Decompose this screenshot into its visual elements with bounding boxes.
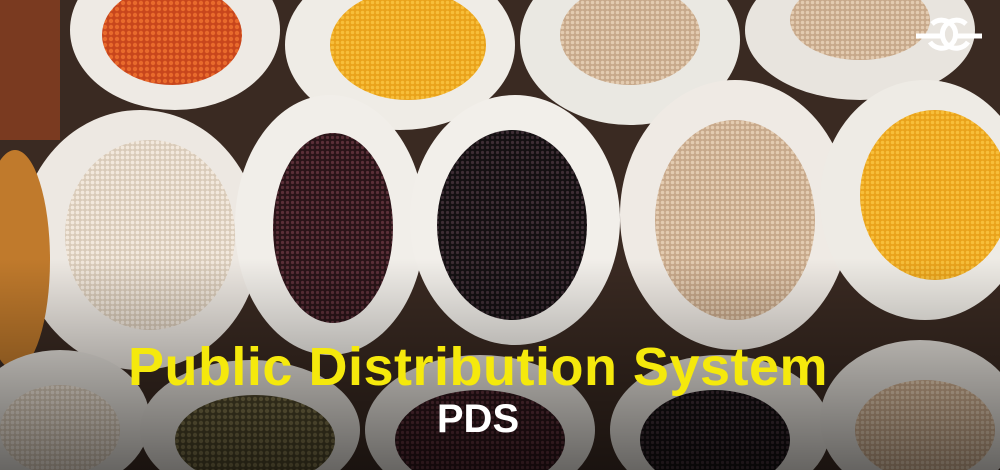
subtitle: PDS: [437, 397, 519, 441]
title: Public Distribution System: [128, 337, 828, 397]
logo: [916, 17, 982, 51]
